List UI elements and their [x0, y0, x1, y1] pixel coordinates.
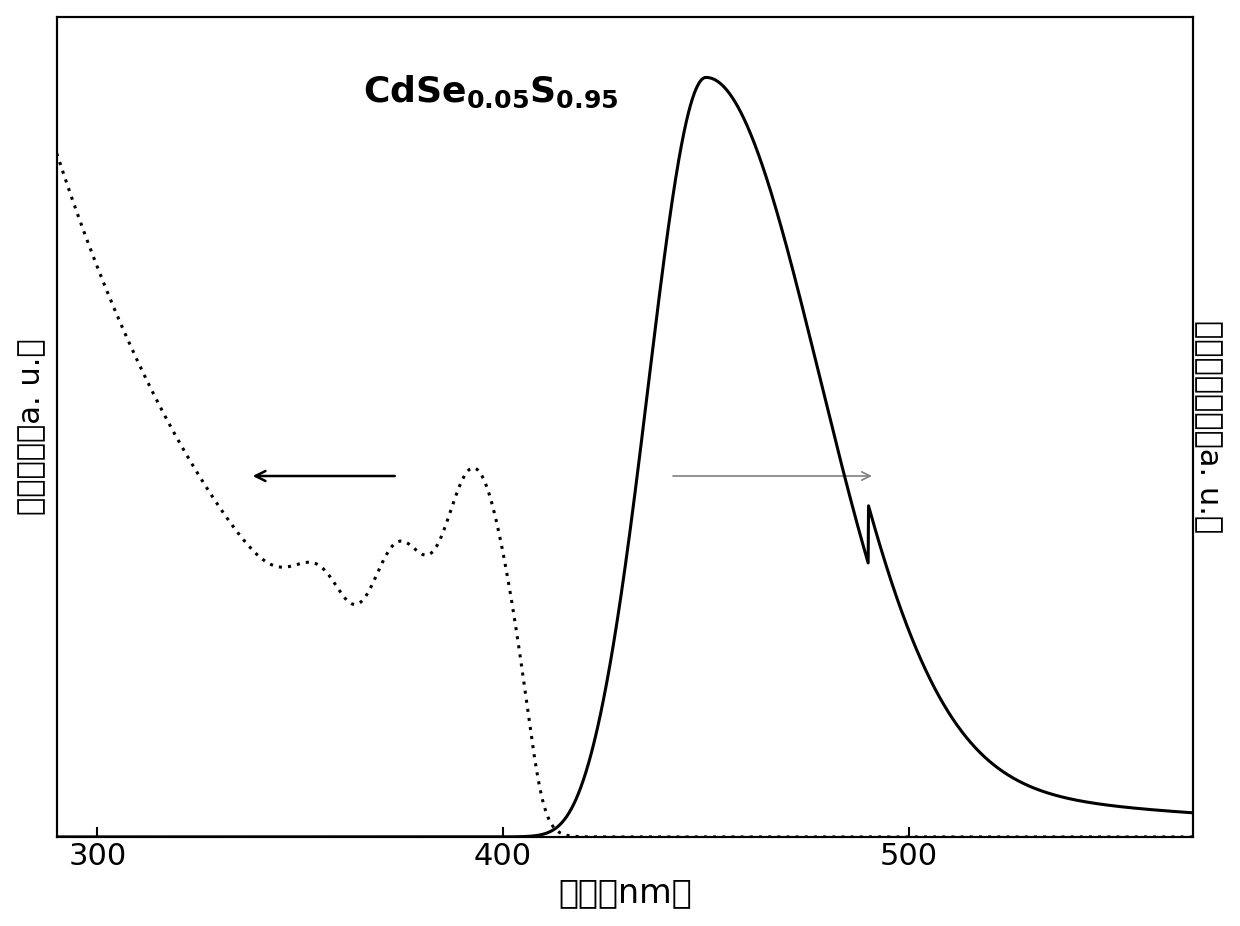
Y-axis label: 吸收强度（a. u.）: 吸收强度（a. u.） [16, 339, 46, 515]
X-axis label: 波长（nm）: 波长（nm） [558, 876, 692, 909]
Text: $\mathbf{CdSe_{0.05}S_{0.95}}$: $\mathbf{CdSe_{0.05}S_{0.95}}$ [363, 74, 619, 110]
Y-axis label: 荧光发射强度（a. u.）: 荧光发射强度（a. u.） [1194, 320, 1224, 533]
